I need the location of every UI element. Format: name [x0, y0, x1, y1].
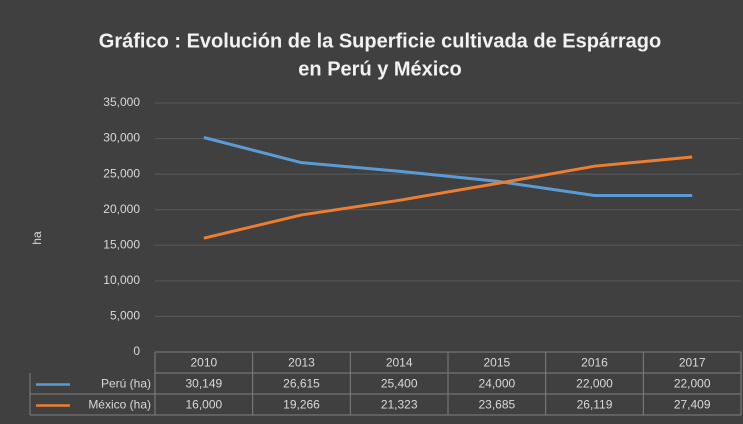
y-tick-label: 10,000 [103, 273, 140, 287]
y-tick-label: 5,000 [110, 309, 140, 323]
chart-title: en Perú y México [298, 58, 461, 80]
x-tick-label: 2016 [581, 356, 608, 370]
table-value: 19,266 [283, 398, 320, 412]
legend-label: Perú (ha) [101, 377, 151, 391]
table-value: 24,000 [478, 377, 515, 391]
data-line [203, 155, 693, 240]
x-tick-label: 2014 [386, 356, 413, 370]
table-value: 22,000 [674, 377, 711, 391]
x-tick-label: 2015 [483, 356, 510, 370]
y-tick-label: 0 [133, 344, 140, 358]
y-tick-label: 30,000 [103, 131, 140, 145]
y-tick-label: 15,000 [103, 237, 140, 251]
x-tick-label: 2013 [288, 356, 315, 370]
x-tick-label: 2010 [190, 356, 217, 370]
table-value: 27,409 [674, 398, 711, 412]
y-tick-label: 25,000 [103, 166, 140, 180]
table-value: 16,000 [185, 398, 222, 412]
table-value: 21,323 [381, 398, 418, 412]
table-value: 30,149 [185, 377, 222, 391]
table-value: 26,615 [283, 377, 320, 391]
y-tick-label: 35,000 [103, 95, 140, 109]
data-line [203, 136, 693, 197]
y-axis-label: ha [30, 231, 44, 245]
table-value: 25,400 [381, 377, 418, 391]
x-tick-label: 2017 [679, 356, 706, 370]
table-value: 23,685 [478, 398, 515, 412]
table-value: 22,000 [576, 377, 613, 391]
table-value: 26,119 [577, 398, 613, 412]
legend-label: México (ha) [88, 398, 151, 412]
chart-title: Gráfico : Evolución de la Superficie cul… [99, 30, 661, 52]
y-tick-label: 20,000 [103, 202, 140, 216]
